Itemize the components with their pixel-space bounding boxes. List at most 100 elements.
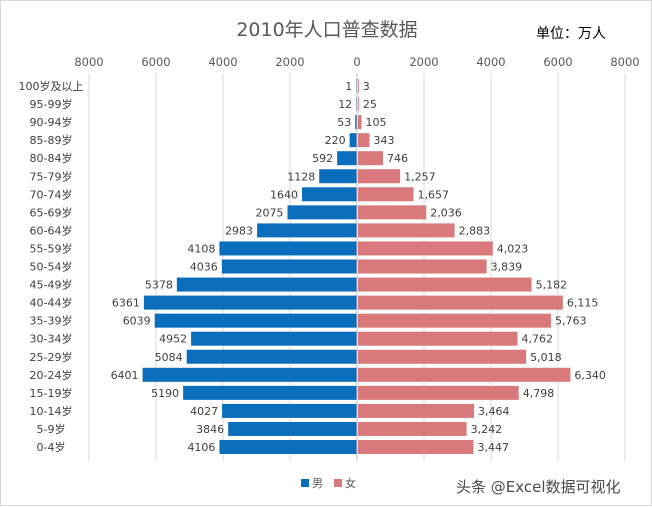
female-data-label: 5,018 <box>530 351 562 364</box>
female-bar <box>358 277 532 292</box>
male-bar <box>228 421 357 436</box>
male-data-label: 1 <box>345 80 352 93</box>
y-category-label: 70-74岁 <box>30 187 73 201</box>
female-data-label: 2,883 <box>459 224 491 237</box>
y-category-label: 50-54岁 <box>30 260 73 274</box>
male-bar <box>355 115 357 130</box>
y-category-label: 40-44岁 <box>30 296 73 310</box>
y-category-label: 55-59岁 <box>30 241 73 255</box>
male-data-label: 2983 <box>225 224 253 237</box>
male-bar <box>337 151 357 166</box>
male-bar <box>219 440 357 454</box>
x-tick-label: 8000 <box>610 55 639 69</box>
male-data-label: 12 <box>338 98 352 111</box>
watermark: 头条 @Excel数据可视化 <box>456 478 621 496</box>
y-category-label: 5-9岁 <box>37 422 66 436</box>
male-bar <box>191 331 357 346</box>
y-category-label: 100岁及以上 <box>19 79 84 93</box>
x-tick-label: 0 <box>353 55 360 69</box>
y-category-label: 85-89岁 <box>30 133 73 147</box>
male-data-label: 3846 <box>196 423 224 436</box>
legend-label-female: 女 <box>345 476 356 490</box>
female-data-label: 3,839 <box>491 261 523 274</box>
x-tick-label: 4000 <box>476 55 505 69</box>
male-data-label: 4036 <box>190 261 218 274</box>
male-data-label: 1128 <box>287 170 315 183</box>
male-bar <box>183 385 357 400</box>
female-bar <box>358 187 414 202</box>
male-data-label: 4106 <box>187 441 215 454</box>
x-tick-label: 2000 <box>409 55 438 69</box>
male-bar <box>349 133 357 148</box>
male-data-label: 220 <box>325 134 346 147</box>
legend-swatch-female <box>334 479 342 487</box>
y-category-label: 35-39岁 <box>30 314 73 328</box>
male-data-label: 2075 <box>255 206 283 219</box>
male-bar <box>221 259 357 274</box>
legend-swatch-male <box>301 479 309 487</box>
female-data-label: 3,447 <box>477 441 509 454</box>
female-data-label: 4,023 <box>497 242 529 255</box>
female-bar <box>358 349 527 364</box>
y-category-label: 25-29岁 <box>30 350 73 364</box>
legend-label-male: 男 <box>312 477 323 490</box>
male-data-label: 4952 <box>159 333 187 346</box>
female-bar <box>358 205 427 220</box>
x-tick-label: 6000 <box>543 55 572 69</box>
y-category-label: 65-69岁 <box>30 205 73 219</box>
female-data-label: 3 <box>363 80 370 93</box>
y-category-label: 10-14岁 <box>30 404 73 418</box>
male-data-label: 5084 <box>155 351 183 364</box>
female-data-label: 2,036 <box>430 206 462 219</box>
female-data-label: 6,115 <box>567 297 599 310</box>
female-data-label: 746 <box>387 152 408 165</box>
male-bar <box>257 223 357 238</box>
male-data-label: 592 <box>312 152 333 165</box>
y-category-label: 60-64岁 <box>30 223 73 237</box>
female-bar <box>358 115 362 130</box>
male-data-label: 4108 <box>187 242 215 255</box>
x-tick-label: 2000 <box>275 55 304 69</box>
x-tick-label: 4000 <box>208 55 237 69</box>
male-bar <box>142 367 357 382</box>
male-bar <box>219 241 357 256</box>
female-data-label: 6,340 <box>574 369 606 382</box>
y-category-label: 45-49岁 <box>30 278 73 292</box>
female-data-label: 25 <box>363 98 377 111</box>
female-bar <box>358 259 487 274</box>
y-category-label: 75-79岁 <box>30 169 73 183</box>
female-data-label: 4,762 <box>522 333 554 346</box>
male-bar <box>302 187 357 202</box>
female-data-label: 3,242 <box>471 423 503 436</box>
female-bar <box>358 133 370 148</box>
female-bar <box>358 440 474 454</box>
male-data-label: 1640 <box>270 188 298 201</box>
female-data-label: 3,464 <box>478 405 510 418</box>
female-bar <box>358 241 493 256</box>
male-data-label: 4027 <box>190 405 218 418</box>
female-bar <box>358 367 571 382</box>
female-bar <box>358 169 401 184</box>
x-tick-label: 6000 <box>141 55 170 69</box>
male-data-label: 5190 <box>151 387 179 400</box>
female-bar <box>358 79 359 93</box>
female-data-label: 1,657 <box>418 188 450 201</box>
male-data-label: 6361 <box>112 297 140 310</box>
x-tick-label: 8000 <box>74 55 103 69</box>
y-category-label: 0-4岁 <box>37 440 66 454</box>
female-bar <box>358 223 455 238</box>
male-bar <box>222 403 357 418</box>
female-data-label: 105 <box>366 116 387 129</box>
female-bar <box>358 403 475 418</box>
female-data-label: 4,798 <box>523 387 555 400</box>
y-category-label: 95-99岁 <box>30 97 73 111</box>
female-data-label: 5,182 <box>536 279 568 292</box>
male-bar <box>154 313 357 328</box>
female-data-label: 343 <box>373 134 394 147</box>
female-bar <box>358 421 467 436</box>
male-bar <box>287 205 357 220</box>
female-data-label: 1,257 <box>404 170 436 183</box>
female-bar <box>358 331 518 346</box>
